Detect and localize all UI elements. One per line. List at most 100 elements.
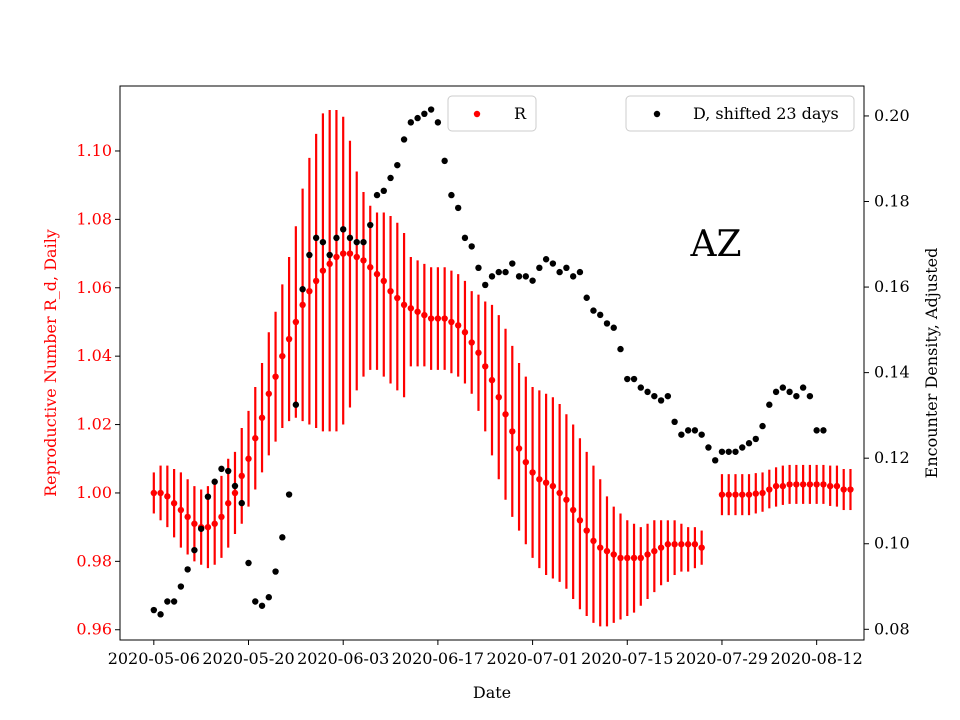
- y-tick-label-left: 1.06: [76, 278, 112, 297]
- data-point: [279, 352, 286, 360]
- y-axis-label-left: Reproductive Number R_d, Daily: [41, 229, 60, 497]
- data-point: [576, 517, 584, 524]
- data-point: [698, 431, 705, 438]
- data-point: [225, 467, 232, 475]
- data-point: [799, 384, 807, 391]
- data-point: [177, 506, 185, 514]
- data-point: [414, 114, 421, 122]
- data-point: [630, 375, 638, 383]
- data-point: [718, 448, 726, 455]
- data-point: [610, 324, 617, 331]
- data-point: [712, 457, 719, 464]
- data-point: [441, 157, 448, 165]
- data-point: [482, 363, 489, 370]
- data-point: [211, 520, 218, 527]
- data-point: [502, 268, 509, 276]
- data-point: [603, 547, 611, 555]
- data-point: [529, 469, 536, 476]
- data-point: [373, 191, 381, 199]
- x-tick-label: 2020-08-12: [771, 649, 863, 668]
- data-point: [400, 301, 408, 309]
- data-point: [191, 546, 198, 554]
- data-point: [569, 506, 577, 514]
- y-axis-label-right: Encounter Density, Adjusted: [922, 248, 941, 479]
- data-point: [813, 481, 820, 488]
- data-point: [218, 465, 225, 473]
- data-point: [292, 318, 300, 326]
- data-point: [394, 294, 401, 302]
- data-point: [272, 568, 279, 575]
- data-point: [380, 277, 387, 285]
- data-point: [833, 482, 841, 490]
- data-point: [407, 119, 415, 126]
- data-point: [745, 440, 753, 447]
- data-point: [664, 392, 672, 400]
- data-point: [150, 606, 158, 614]
- data-point: [766, 486, 773, 493]
- data-point: [184, 566, 191, 573]
- data-point: [407, 305, 415, 312]
- chart-marks: [150, 106, 854, 627]
- data-point: [454, 322, 462, 329]
- data-point: [360, 238, 367, 246]
- data-point: [340, 226, 347, 233]
- x-tick-label: 2020-05-20: [202, 649, 294, 668]
- data-point: [495, 393, 502, 401]
- data-point: [698, 544, 705, 551]
- data-point: [522, 458, 530, 466]
- data-point: [373, 270, 381, 278]
- x-axis-label: Date: [473, 683, 511, 702]
- data-point: [793, 392, 800, 400]
- data-point: [583, 294, 590, 301]
- data-point: [448, 191, 455, 199]
- data-point: [333, 234, 340, 242]
- data-point: [225, 500, 232, 507]
- data-point: [245, 559, 252, 567]
- y-tick-label-left: 1.04: [76, 346, 112, 365]
- data-point: [610, 551, 617, 558]
- data-point: [299, 286, 306, 293]
- data-point: [569, 273, 577, 280]
- data-point: [637, 554, 644, 562]
- x-tick-label: 2020-07-01: [486, 649, 578, 668]
- y-tick-label-left: 1.00: [76, 483, 112, 502]
- data-point: [238, 499, 245, 507]
- data-point: [353, 238, 360, 246]
- data-point: [414, 308, 421, 315]
- legend-r-frame: [447, 95, 537, 132]
- data-point: [684, 427, 692, 434]
- data-point: [434, 315, 442, 322]
- data-point: [204, 523, 212, 531]
- data-point: [617, 554, 624, 562]
- data-point: [637, 384, 644, 391]
- data-point: [312, 277, 320, 285]
- data-point: [346, 234, 354, 242]
- data-point: [326, 260, 333, 268]
- data-point: [191, 520, 198, 527]
- data-point: [691, 427, 699, 434]
- data-point: [752, 490, 759, 497]
- data-point: [806, 392, 814, 400]
- y-tick-label-right: 0.18: [874, 192, 910, 211]
- data-point: [536, 476, 543, 483]
- data-point: [150, 489, 158, 497]
- data-point: [732, 448, 739, 455]
- data-point: [400, 136, 408, 143]
- y-tick-label-right: 0.12: [874, 448, 910, 467]
- data-point: [657, 544, 665, 551]
- data-point: [732, 491, 739, 498]
- data-point: [576, 268, 584, 276]
- data-point: [536, 264, 543, 272]
- data-point: [813, 427, 820, 434]
- data-point: [367, 221, 374, 229]
- y-tick-label-right: 0.16: [874, 277, 910, 296]
- data-point: [177, 583, 185, 590]
- data-point: [319, 238, 327, 246]
- x-tick-label: 2020-06-17: [392, 649, 484, 668]
- data-point: [766, 401, 773, 408]
- data-point: [793, 481, 800, 488]
- data-point: [265, 390, 272, 397]
- data-point: [617, 345, 624, 353]
- x-tick-label: 2020-07-29: [676, 649, 768, 668]
